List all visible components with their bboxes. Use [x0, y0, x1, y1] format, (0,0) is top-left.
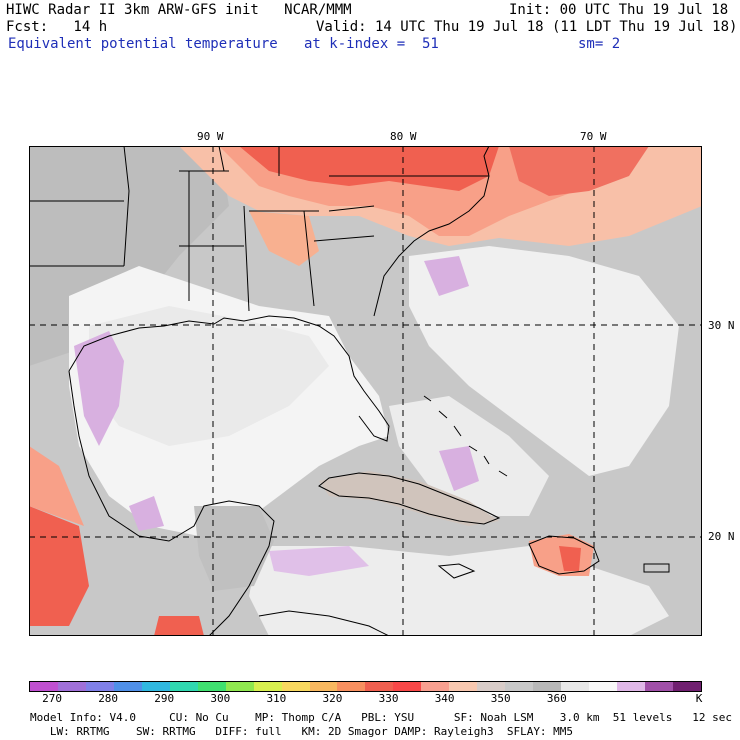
title-line: HIWC Radar II 3km ARW-GFS init NCAR/MMM: [6, 2, 352, 18]
colorbar-segment: [533, 682, 562, 691]
colorbar-tick-label: 300: [210, 692, 231, 705]
lat-label-20n: 20 N: [708, 530, 735, 543]
colorbar-tick-label: 280: [98, 692, 119, 705]
coastline-gulf: [68, 315, 390, 442]
state-lines: [29, 146, 489, 312]
colorbar-segment: [57, 682, 86, 691]
warm-patch-georgia: [249, 211, 319, 266]
level-label: at k-index = 51: [304, 36, 439, 52]
colorbar-segment: [644, 682, 673, 691]
smoothing-label: sm= 2: [578, 36, 621, 52]
model-info-line2: LW: RRTMG SW: RRTMG DIFF: full KM: 2D Sm…: [30, 725, 574, 738]
init-time: Init: 00 UTC Thu 19 Jul 18: [509, 2, 729, 18]
colorbar-tick-label: 320: [322, 692, 343, 705]
hot-mexico: [29, 506, 89, 626]
colorbar-segment: [393, 682, 422, 691]
theta-e-map: [29, 146, 702, 636]
map-border: [29, 146, 702, 636]
colorbar-segment: [672, 682, 701, 691]
warm-mexico: [29, 446, 84, 526]
lat-label-30n: 30 N: [708, 319, 735, 332]
colorbar-tick-label: 360: [546, 692, 567, 705]
colorbar-segment: [281, 682, 310, 691]
colorbar-segment: [197, 682, 226, 691]
coastline-central-america: [258, 610, 390, 636]
lavender-caribbean: [269, 546, 369, 576]
colorbar: [29, 681, 702, 692]
colorbar-segment: [113, 682, 142, 691]
colorbar-segment: [169, 682, 198, 691]
gulf-mid: [89, 306, 329, 446]
colorbar-tick-label: 340: [434, 692, 455, 705]
colorbar-segment: [225, 682, 254, 691]
colorbar-tick-label: 350: [490, 692, 511, 705]
colorbar-segment: [505, 682, 534, 691]
colorbar-segment: [337, 682, 366, 691]
field-name: Equivalent potential temperature: [8, 36, 278, 52]
valid-time: Valid: 14 UTC Thu 19 Jul 18 (11 LDT Thu …: [316, 19, 738, 35]
lavender-gulf-sw: [129, 496, 164, 531]
cuba-outline: [318, 472, 501, 525]
cuba-shading: [319, 471, 499, 526]
coastline-mexico: [68, 370, 275, 636]
lavender-atlantic: [424, 256, 469, 296]
hot-core-north: [239, 146, 499, 191]
hot-patch-ne: [509, 146, 649, 196]
yucatan-shading: [194, 506, 274, 591]
atlantic-light: [409, 246, 679, 476]
lavender-bahamas: [439, 446, 479, 491]
colorbar-segment: [561, 682, 590, 691]
lavender-gulf-west: [74, 331, 124, 446]
colorbar-tick-label: 270: [42, 692, 62, 705]
model-info-line1: Model Info: V4.0 CU: No Cu MP: Thomp C/A…: [30, 711, 732, 724]
colorbar-segment: [449, 682, 478, 691]
colorbar-segment: [477, 682, 506, 691]
colorbar-segment: [589, 682, 618, 691]
colorbar-segment: [421, 682, 450, 691]
colorbar-segment: [253, 682, 282, 691]
puerto-rico-outline: [643, 563, 670, 573]
hot-central-america: [154, 616, 204, 636]
hot-hispaniola: [559, 546, 581, 571]
colorbar-segment: [85, 682, 114, 691]
colorbar-tick-label: 330: [378, 692, 399, 705]
colorbar-segment: [30, 682, 58, 691]
colorbar-tick-label: 310: [266, 692, 287, 705]
lon-label-70w: 70 W: [580, 130, 607, 143]
colorbar-segment: [365, 682, 394, 691]
jamaica-outline: [437, 563, 476, 579]
bahamas-outline: [423, 395, 508, 477]
colorbar-segment: [141, 682, 170, 691]
colorbar-segment: [617, 682, 645, 691]
colorbar-tick-label: K: [695, 692, 703, 705]
colorbar-segment: [309, 682, 338, 691]
lon-label-90w: 90 W: [197, 130, 224, 143]
colorbar-tick-label: 290: [154, 692, 175, 705]
lon-label-80w: 80 W: [390, 130, 417, 143]
forecast-hour: Fcst: 14 h: [6, 19, 108, 35]
coastline-atlantic: [373, 146, 490, 317]
